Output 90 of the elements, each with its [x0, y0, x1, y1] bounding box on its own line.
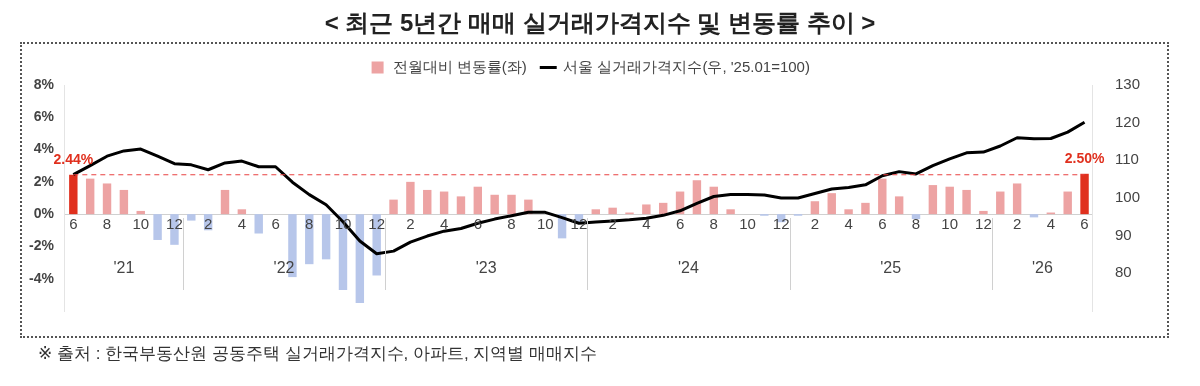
- bar: [456, 196, 466, 215]
- x-tick-label: 2: [810, 214, 820, 232]
- bar: [844, 209, 853, 215]
- bar: [608, 207, 617, 215]
- bar: [406, 181, 415, 215]
- annotation: '22: [273, 258, 295, 276]
- bar: [861, 202, 870, 215]
- bar: [119, 189, 129, 215]
- bar: [153, 214, 162, 240]
- annotation: '23: [475, 258, 497, 276]
- x-tick-label: 4: [844, 214, 853, 232]
- x-tick-label: 2: [1012, 214, 1022, 232]
- x-tick-label: 4: [439, 214, 449, 232]
- x-tick-label: 6: [878, 214, 887, 232]
- x-tick-label: 8: [102, 214, 112, 232]
- bar: [389, 199, 398, 215]
- x-tick-label: 10: [739, 214, 756, 232]
- bar: [945, 186, 954, 215]
- bar: [321, 214, 331, 260]
- bar: [507, 194, 516, 215]
- bar: [187, 214, 196, 221]
- data-label: 2.44%: [53, 150, 94, 167]
- x-tick-label: 8: [709, 214, 718, 232]
- bar: [102, 183, 112, 215]
- y-tick-label: 6%: [33, 108, 55, 125]
- annotation: '24: [678, 258, 700, 276]
- y-tick-label: -2%: [28, 237, 55, 254]
- bar: [979, 210, 988, 215]
- y-tick-label: 4%: [33, 140, 55, 157]
- x-tick-label: 12: [166, 214, 183, 232]
- x-tick-label: 2: [406, 214, 415, 232]
- y2-tick-label: 130: [1114, 75, 1140, 93]
- x-tick-label: 10: [536, 214, 554, 232]
- x-tick-label: 12: [772, 214, 790, 232]
- bar: [490, 194, 499, 215]
- bar: [642, 204, 651, 215]
- bar: [254, 214, 263, 234]
- x-tick-label: 12: [368, 214, 386, 232]
- annotation: '21: [113, 258, 135, 276]
- bar: [237, 209, 247, 215]
- x-tick-label: 12: [975, 214, 992, 232]
- x-tick-label: 8: [305, 214, 314, 232]
- bar: [810, 201, 820, 215]
- bar: [962, 189, 971, 215]
- bar: [220, 189, 230, 215]
- y2-tick-label: 110: [1114, 150, 1139, 168]
- bar: [591, 209, 600, 215]
- x-tick-label: 10: [941, 214, 959, 232]
- x-tick-label: 4: [1046, 214, 1056, 232]
- y2-tick-label: 100: [1114, 188, 1140, 206]
- y-tick-label: 0%: [33, 205, 55, 221]
- bar: [85, 178, 95, 215]
- bar: [439, 191, 449, 215]
- bar: [1012, 183, 1022, 215]
- bar: [827, 193, 836, 215]
- y-tick-label: -4%: [28, 269, 55, 286]
- legend-label: 전월대비 변동률(좌): [392, 57, 527, 75]
- bar: [1063, 191, 1072, 215]
- bar: [996, 191, 1005, 215]
- annotation: '26: [1031, 258, 1053, 276]
- bar: [473, 186, 483, 215]
- y-tick-label: 2%: [33, 172, 55, 189]
- x-tick-label: 2: [203, 214, 213, 232]
- x-tick-label: 4: [642, 214, 651, 232]
- bar: [894, 196, 904, 215]
- y2-tick-label: 80: [1114, 263, 1132, 281]
- y2-tick-label: 120: [1114, 112, 1140, 130]
- x-tick-label: 8: [911, 214, 921, 232]
- x-tick-label: 4: [237, 214, 247, 232]
- legend-label: 서울 실거래가격지수(우, '25.01=100): [563, 57, 810, 75]
- x-tick-label: 6: [69, 214, 78, 232]
- bar: [928, 185, 938, 215]
- bar: [355, 214, 365, 303]
- x-tick-label: 6: [1080, 214, 1089, 232]
- text: ※ 출처 : 한국부동산원 공동주택 실거래가격지수, 아파트, 지역별 매매지수: [38, 343, 599, 365]
- bar: [69, 174, 78, 215]
- data-label: 2.50%: [1064, 149, 1105, 166]
- x-tick-label: 8: [507, 214, 516, 232]
- bar: [911, 214, 921, 219]
- bar: [423, 189, 432, 215]
- x-tick-label: 10: [132, 214, 150, 232]
- x-tick-label: 6: [675, 214, 685, 232]
- bar: [726, 209, 735, 215]
- x-tick-label: 6: [271, 214, 280, 232]
- y-tick-label: 8%: [33, 75, 55, 92]
- y2-tick-label: 90: [1114, 225, 1132, 243]
- annotation: '25: [880, 258, 902, 276]
- chart-title: < 최근 5년간 매매 실거래가격지수 및 변동률 추이 >: [323, 8, 877, 38]
- bar: [1080, 173, 1089, 215]
- bar: [878, 178, 887, 215]
